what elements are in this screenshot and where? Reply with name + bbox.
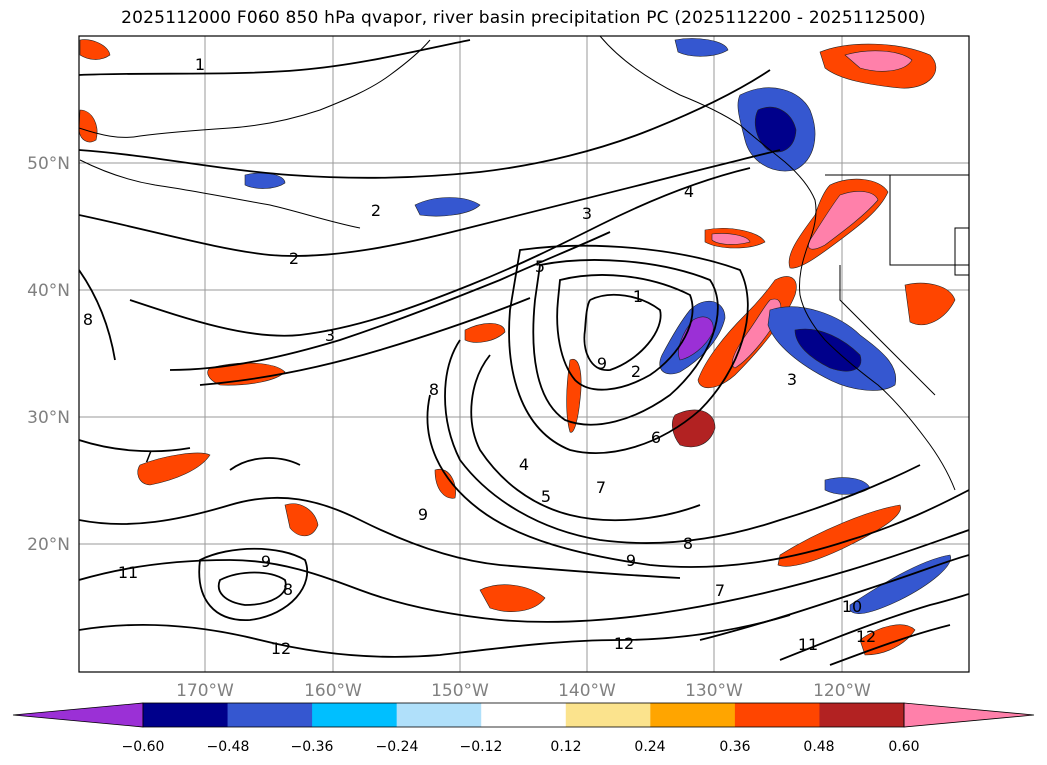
colorbar-tick-label: −0.36 bbox=[291, 739, 334, 755]
contour-label: 10 bbox=[842, 597, 862, 616]
contour-label: 8 bbox=[83, 310, 93, 329]
precip-positive-area bbox=[464, 323, 506, 343]
contour-label: 9 bbox=[261, 552, 271, 571]
colorbar-swatch bbox=[312, 703, 398, 727]
lon-label: 120°W bbox=[813, 681, 871, 701]
contour-label: 5 bbox=[535, 257, 545, 276]
precip-positive-area bbox=[711, 233, 751, 245]
contour-label: 8 bbox=[283, 580, 293, 599]
colorbar bbox=[12, 702, 1035, 728]
contour-label: 2 bbox=[631, 362, 641, 381]
precip-positive-area bbox=[859, 624, 916, 656]
precip-negative-area bbox=[674, 38, 729, 57]
contour-label: 2 bbox=[371, 201, 381, 220]
colorbar-frame bbox=[142, 702, 905, 728]
contour-label: 8 bbox=[683, 534, 693, 553]
colorbar-tick-label: −0.48 bbox=[207, 739, 250, 755]
contour-label: 12 bbox=[614, 634, 634, 653]
colorbar-swatch bbox=[650, 703, 736, 727]
coastlines bbox=[79, 36, 969, 491]
precip-positive-area bbox=[844, 50, 913, 72]
colorbar-swatch bbox=[734, 703, 820, 727]
lon-label: 140°W bbox=[558, 681, 616, 701]
precip-negative-area bbox=[678, 316, 714, 361]
contour-label: 4 bbox=[684, 182, 694, 201]
lat-label: 20°N bbox=[27, 535, 70, 555]
colorbar-ticks: −0.60 −0.48 −0.36 −0.24 −0.12 0.12 0.24 … bbox=[122, 739, 920, 755]
contour-labels: 1 2 2 3 3 4 5 1 2 3 4 5 6 7 7 7 8 8 8 8 … bbox=[83, 55, 876, 658]
colorbar-tick-label: −0.24 bbox=[376, 739, 419, 755]
precip-positive-area bbox=[777, 504, 901, 567]
contour-label: 3 bbox=[325, 326, 335, 345]
precip-positive-area bbox=[808, 191, 879, 250]
colorbar-tick-label: 0.48 bbox=[803, 739, 834, 755]
precip-negative-area bbox=[414, 197, 481, 217]
contour-label: 11 bbox=[118, 563, 138, 582]
contour-label: 7 bbox=[143, 447, 153, 466]
precip-negative-area bbox=[755, 106, 797, 153]
contour-label: 2 bbox=[289, 249, 299, 268]
precip-anomaly-shading bbox=[79, 38, 956, 656]
plot-frame bbox=[78, 35, 970, 673]
colorbar-tick-label: 0.12 bbox=[550, 739, 581, 755]
colorbar-tick-label: −0.60 bbox=[122, 739, 165, 755]
precip-positive-area bbox=[79, 109, 98, 143]
map-title: 2025112000 F060 850 hPa qvapor, river ba… bbox=[121, 8, 926, 28]
precip-positive-area bbox=[671, 409, 716, 448]
contour-label: 1 bbox=[195, 55, 205, 74]
colorbar-tick-label: 0.24 bbox=[634, 739, 665, 755]
precip-positive-area bbox=[904, 282, 956, 326]
colorbar-swatch bbox=[565, 703, 651, 727]
contour-label: 6 bbox=[651, 428, 661, 447]
lon-label: 130°W bbox=[685, 681, 743, 701]
colorbar-tick-label: −0.12 bbox=[460, 739, 503, 755]
contour-label: 9 bbox=[626, 551, 636, 570]
lon-axis-labels: 170°W 160°W 150°W 140°W 130°W 120°W bbox=[176, 681, 871, 701]
contour-label: 8 bbox=[429, 380, 439, 399]
qvapor-contours bbox=[79, 39, 969, 666]
colorbar-swatch bbox=[819, 703, 905, 727]
precip-positive-area bbox=[284, 503, 319, 537]
precip-negative-area bbox=[794, 328, 862, 372]
colorbar-swatch bbox=[396, 703, 482, 727]
contour-label: 4 bbox=[519, 455, 529, 474]
contour-label: 12 bbox=[271, 639, 291, 658]
contour-label: 9 bbox=[597, 354, 607, 373]
contour-label: 3 bbox=[787, 370, 797, 389]
lat-axis-labels: 50°N 40°N 30°N 20°N bbox=[27, 154, 70, 555]
contour-label: 7 bbox=[715, 581, 725, 600]
lon-label: 160°W bbox=[304, 681, 362, 701]
contour-label: 3 bbox=[582, 204, 592, 223]
colorbar-swatch bbox=[143, 703, 229, 727]
lat-label: 50°N bbox=[27, 154, 70, 174]
contour-label: 1 bbox=[633, 287, 643, 306]
colorbar-tick-label: 0.36 bbox=[719, 739, 750, 755]
colorbar-tick-label: 0.60 bbox=[888, 739, 919, 755]
lat-label: 30°N bbox=[27, 408, 70, 428]
lon-label: 150°W bbox=[431, 681, 489, 701]
precip-positive-area bbox=[479, 584, 546, 612]
precip-positive-area bbox=[434, 468, 456, 499]
precip-positive-area bbox=[79, 39, 111, 60]
colorbar-extend-min bbox=[12, 702, 144, 728]
precip-positive-area bbox=[207, 362, 286, 386]
contour-label: 12 bbox=[856, 627, 876, 646]
contour-label: 11 bbox=[798, 635, 818, 654]
lat-label: 40°N bbox=[27, 281, 70, 301]
precip-positive-area bbox=[566, 358, 582, 433]
precip-positive-area bbox=[137, 452, 211, 486]
colorbar-swatch bbox=[227, 703, 313, 727]
colorbar-extend-max bbox=[903, 702, 1035, 728]
contour-label: 9 bbox=[418, 505, 428, 524]
lon-label: 170°W bbox=[176, 681, 234, 701]
colorbar-swatch bbox=[481, 703, 567, 727]
contour-label: 5 bbox=[541, 487, 551, 506]
contour-label: 7 bbox=[596, 478, 606, 497]
